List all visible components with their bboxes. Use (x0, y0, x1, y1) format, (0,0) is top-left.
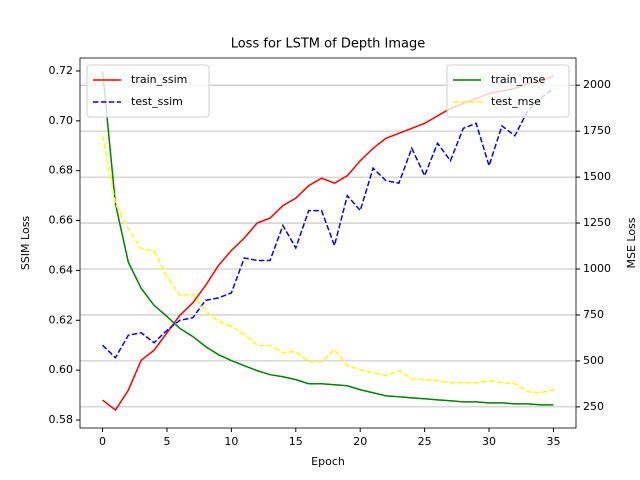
series-line (101, 70, 554, 406)
x-tick-label: 5 (163, 435, 170, 448)
y2-tick-label: 1500 (583, 170, 611, 183)
y-tick-label: 0.58 (49, 413, 74, 426)
y2-tick-label: 750 (583, 308, 604, 321)
chart-title: Loss for LSTM of Depth Image (231, 37, 426, 52)
y2-axis-label: MSE Loss (625, 217, 638, 268)
legend-label: test_ssim (131, 95, 183, 108)
y-tick-label: 0.66 (49, 214, 74, 227)
legend: train_mse test_mse (446, 64, 570, 118)
y2-tick-label: 500 (583, 354, 604, 367)
legend-box (446, 64, 570, 118)
legend: train_ssim test_ssim (86, 64, 210, 118)
x-tick-label: 0 (99, 435, 106, 448)
x-tick-label: 10 (224, 435, 238, 448)
y-tick-label: 0.60 (49, 363, 74, 376)
y2-tick-label: 1250 (583, 216, 611, 229)
y-axis-label: SSIM Loss (19, 216, 32, 271)
legend-label: train_mse (491, 73, 546, 86)
legend-label: test_mse (491, 95, 541, 108)
y-tick-label: 0.68 (49, 164, 74, 177)
y-tick-label: 0.70 (49, 114, 74, 127)
y2-tick-label: 250 (583, 400, 604, 413)
y-tick-label: 0.62 (49, 313, 74, 326)
x-tick-label: 25 (418, 435, 432, 448)
y-tick-label: 0.64 (49, 263, 74, 276)
x-tick-label: 20 (353, 435, 367, 448)
series-line (101, 135, 554, 394)
x-tick-label: 35 (546, 435, 560, 448)
series-line (102, 75, 554, 412)
y2-tick-label: 1000 (583, 262, 611, 275)
series-line (102, 87, 554, 359)
x-tick-label: 15 (289, 435, 303, 448)
y2-tick-label: 2000 (583, 78, 611, 91)
y2-tick-label: 1750 (583, 124, 611, 137)
y-tick-label: 0.72 (49, 64, 74, 77)
legend-box (86, 64, 210, 118)
x-tick-label: 30 (482, 435, 496, 448)
plot-frame (79, 57, 577, 429)
x-axis-label: Epoch (311, 455, 345, 468)
legend-label: train_ssim (131, 73, 187, 86)
